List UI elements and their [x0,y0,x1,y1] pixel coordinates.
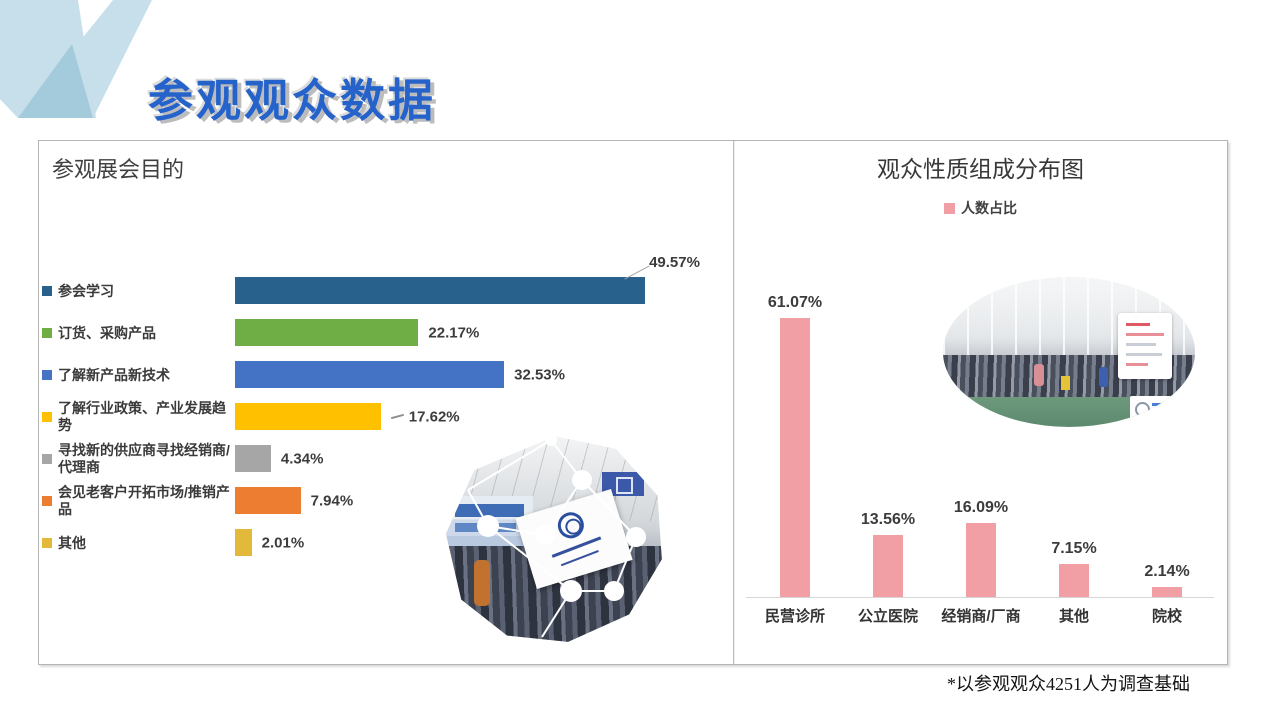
bar-row: 寻找新的供应商寻找经销商/代理商 4.34% [42,438,702,480]
network-mesh-decoration [467,436,646,638]
hbar [235,319,419,346]
category-text: 订货、采购产品 [58,324,156,341]
bar-row: 会见老客户开拓市场/推销产品 7.94% [42,480,702,522]
hbar [235,487,301,514]
category-label: 了解新产品新技术 [42,354,232,396]
category-text: 寻找新的供应商寻找经销商/代理商 [58,442,230,475]
category-marker-icon [42,370,52,380]
legend: 人数占比 [733,198,1228,218]
category-marker-icon [42,328,52,338]
photo-person [1099,367,1109,387]
panel-divider [733,141,734,664]
bar-row: 其他 2.01% [42,522,702,564]
value-label: 22.17% [428,324,480,342]
footnote: *以参观观众4251人为调查基础 [947,674,1190,694]
column-value-label: 16.09% [953,499,1009,517]
legend-marker-icon [944,203,955,214]
category-text: 会见老客户开拓市场/推销产品 [58,484,230,517]
category-marker-icon [42,496,52,506]
category-marker-icon [42,454,52,464]
category-label: 会见老客户开拓市场/推销产品 [42,480,232,522]
category-label: 订货、采购产品 [42,312,232,354]
vbar [966,523,996,597]
left-chart-title: 参观展会目的 [52,157,185,182]
purpose-bar-chart: 参会学习 49.57% 订货、采购产品 22.17% 了解新产品新技术 32.53% 了解行… [42,254,702,570]
photo-yellow-bin [1061,376,1071,390]
hbar [235,403,381,430]
vbar [1152,587,1182,597]
photo-signboard [1118,313,1173,379]
value-label: 17.62% [390,409,460,426]
composition-bar-chart: 61.07% 民营诊所 13.56% 公立医院 16.09% 经销商/厂商 7.15% 其他 2… [748,294,1213,625]
column-value-label: 61.07% [767,293,823,311]
category-text: 参会学习 [58,282,114,299]
category-label: 其他 [42,522,232,564]
column-category-label: 院校 [1151,608,1183,625]
hbar [235,277,646,304]
category-label: 参会学习 [42,270,232,312]
right-chart-title: 观众性质组成分布图 [877,156,1084,182]
legend-label: 人数占比 [961,200,1017,216]
category-marker-icon [42,286,52,296]
corner-v-decoration [0,0,152,118]
page-title: 参观观众数据 [148,75,437,126]
leader-dash [390,413,404,420]
column-category-label: 其他 [1058,608,1090,625]
column-value-label: 2.14% [1144,563,1190,581]
column-category-label: 民营诊所 [764,608,826,625]
category-text: 了解行业政策、产业发展趋势 [58,400,226,433]
bar-row: 了解新产品新技术 32.53% [42,354,702,396]
exhibition-photo-ellipse [943,277,1195,427]
value-label: 2.01% [261,534,305,552]
value-label: 32.53% [514,366,565,384]
vbar [873,535,903,597]
category-text: 了解新产品新技术 [58,366,170,383]
value-label: 4.34% [280,450,324,468]
hbar [235,361,505,388]
category-label: 了解行业政策、产业发展趋势 [42,396,232,438]
value-label: 49.57% [649,254,700,271]
category-text: 其他 [58,534,86,551]
hbar [235,529,252,556]
column-value-label: 7.15% [1051,540,1097,558]
value-label: 7.94% [310,492,354,510]
photo-booth-sign [454,504,525,517]
bar-row: 订货、采购产品 22.17% [42,312,702,354]
bar-row: 参会学习 49.57% [42,254,702,312]
photo-person [1033,364,1044,386]
photo-person [474,559,491,606]
category-marker-icon [42,538,52,548]
hbar [235,445,271,472]
category-label: 寻找新的供应商寻找经销商/代理商 [42,438,232,480]
bar-row: 了解行业政策、产业发展趋势 17.62% [42,396,702,438]
vbar [780,317,810,597]
category-marker-icon [42,412,52,422]
photo-watermark [1130,395,1183,420]
column-category-label: 经销商/厂商 [941,608,1021,625]
column-value-label: 13.56% [860,511,916,529]
column-category-label: 公立医院 [857,608,919,625]
vbar [1059,564,1089,597]
x-axis-line [746,597,1214,598]
